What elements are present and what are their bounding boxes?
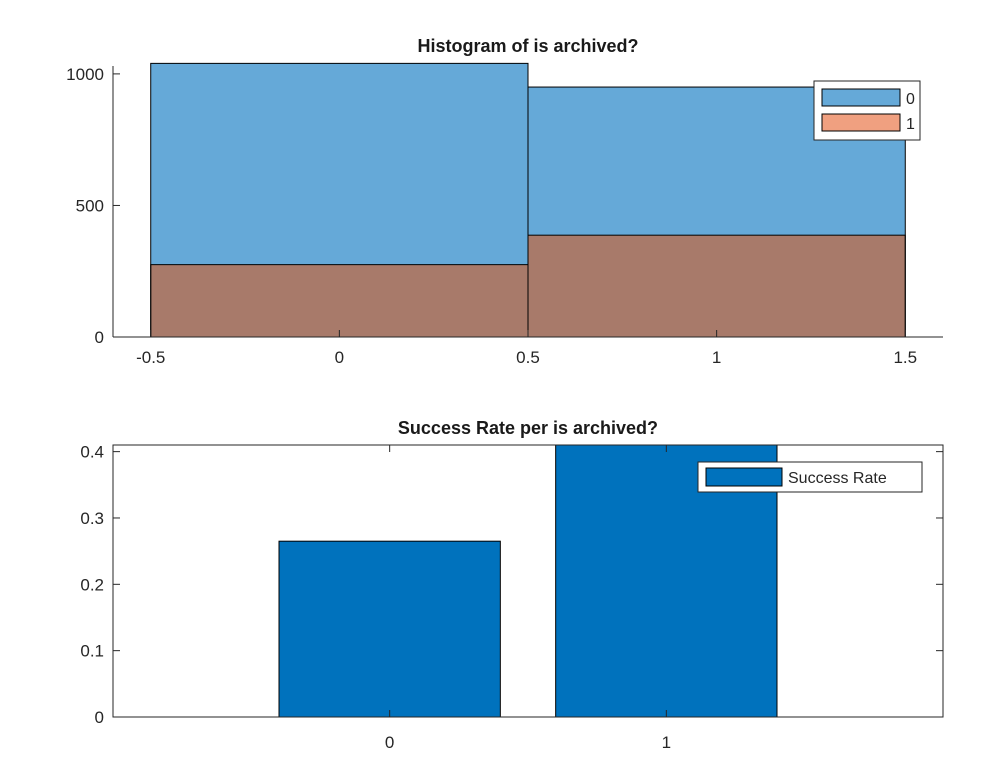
histogram-tick-labels: -0.5 0 0.5 1 1.5 0 500 1000 <box>66 65 917 367</box>
histogram-x-tick-label: -0.5 <box>136 348 165 367</box>
success-rate-title: Success Rate per is archived? <box>398 418 658 438</box>
histogram-legend-label-0: 0 <box>906 91 915 108</box>
histogram-y-tick-label: 0 <box>95 328 104 347</box>
success-rate-bars <box>278 444 778 718</box>
histogram-x-tick-label: 1 <box>712 348 721 367</box>
success-rate-y-tick-label: 0 <box>95 708 104 727</box>
success-rate-y-tick-label: 0.4 <box>80 443 104 462</box>
success-rate-x-tick-label: 1 <box>662 733 671 752</box>
histogram-bar-overlap-bin-0 <box>150 264 528 337</box>
success-rate-y-tick-label: 0.3 <box>80 509 104 528</box>
success-rate-tick-labels: 0 1 0 0.1 0.2 0.3 0.4 <box>80 443 671 752</box>
success-rate-legend[interactable]: Success Rate <box>697 461 923 493</box>
histogram-x-tick-label: 1.5 <box>893 348 917 367</box>
success-rate-legend-swatch <box>705 467 783 487</box>
histogram-x-tick-label: 0.5 <box>516 348 540 367</box>
histogram-legend-swatch-1 <box>821 113 901 132</box>
histogram-bar-0-bin-0 <box>150 63 528 265</box>
histogram-legend[interactable]: 01 <box>813 80 921 141</box>
histogram-title: Histogram of is archived? <box>417 36 638 56</box>
success-rate-x-tick-label: 0 <box>385 733 394 752</box>
histogram-bar-overlap-bin-1 <box>528 235 906 337</box>
success-rate-axes-box <box>112 444 944 718</box>
histogram-legend-swatch-0 <box>821 88 901 107</box>
histogram-chart: Histogram of is archived? -0.5 0 0.5 1 1.5 0 5… <box>66 36 943 367</box>
histogram-bars <box>150 62 906 338</box>
histogram-y-tick-label: 1000 <box>66 65 104 84</box>
success-rate-y-tick-label: 0.2 <box>80 575 104 594</box>
success-rate-chart: Success Rate per is archived? 0 100.10.20… <box>80 418 944 752</box>
histogram-axes <box>112 66 943 338</box>
histogram-legend-label-1: 1 <box>906 116 915 133</box>
success-rate-axes <box>112 444 944 718</box>
success-rate-y-tick-label: 0.1 <box>80 642 104 661</box>
histogram-y-tick-label: 500 <box>76 196 104 215</box>
success-rate-bar-0 <box>278 540 501 718</box>
histogram-x-tick-label: 0 <box>335 348 344 367</box>
success-rate-legend-label: Success Rate <box>788 470 887 487</box>
